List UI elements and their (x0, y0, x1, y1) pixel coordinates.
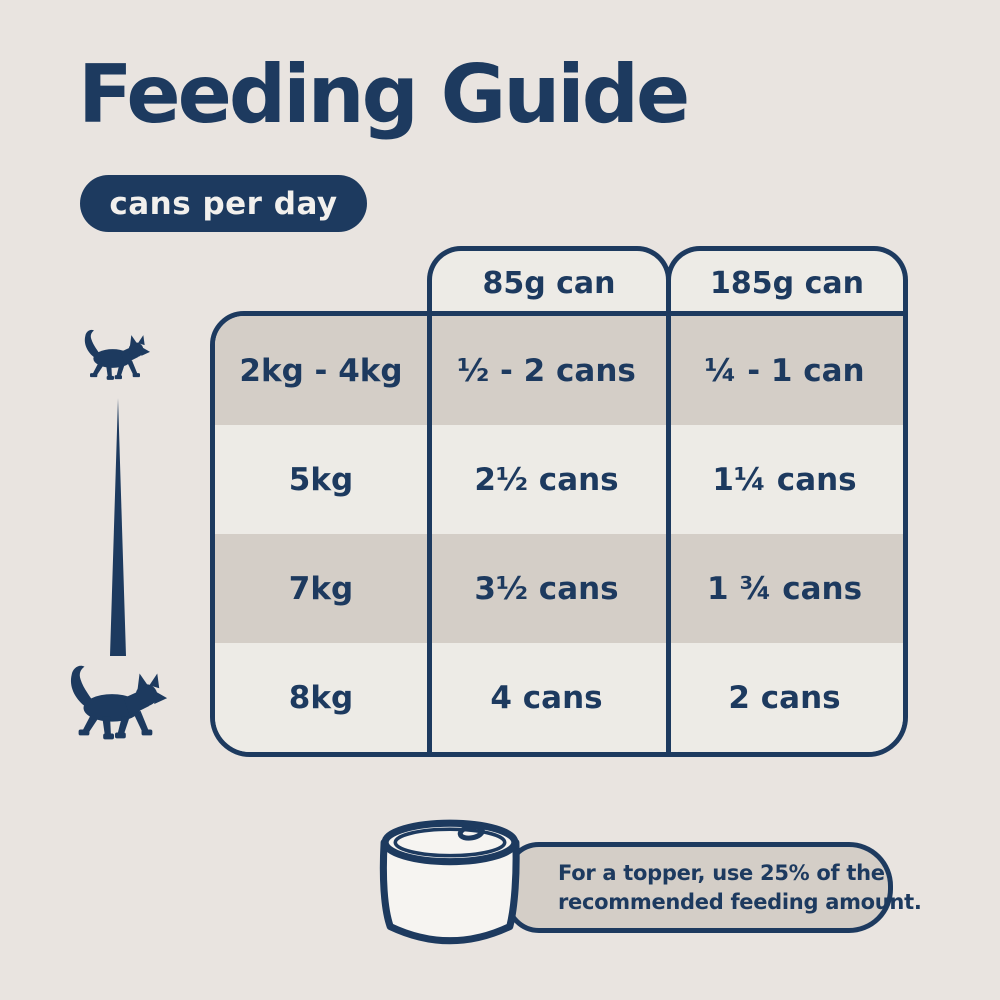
topper-note-line1: For a topper, use 25% of the (558, 860, 885, 885)
column-header-85g-can: 85g can (427, 246, 671, 316)
feeding-table: 2kg - 4kg ½ - 2 cans ¼ - 1 can 5kg 2½ ca… (210, 311, 908, 757)
column-divider (427, 316, 432, 752)
topper-note: For a topper, use 25% of the recommended… (505, 842, 922, 933)
table-row-5kg: 5kg 2½ cans 1¼ cans (215, 425, 903, 534)
table-row-7kg: 7kg 3½ cans 1 ¾ cans (215, 534, 903, 643)
table-row-2kg-4kg: 2kg - 4kg ½ - 2 cans ¼ - 1 can (215, 316, 903, 425)
185g-amount-cell: 1¼ cans (712, 461, 857, 498)
185g-amount-cell: 1 ¾ cans (706, 570, 863, 607)
weight-cell: 7kg (288, 570, 354, 607)
85g-amount-cell: 4 cans (490, 679, 603, 716)
size-scale-pointer-icon (110, 398, 126, 656)
small-cat-icon (84, 329, 150, 380)
food-can-icon (379, 819, 520, 945)
85g-amount-cell: 3½ cans (474, 570, 619, 607)
table-row-8kg: 8kg 4 cans 2 cans (215, 643, 903, 752)
weight-cell: 5kg (288, 461, 354, 498)
185g-amount-cell: ¼ - 1 can (704, 352, 865, 389)
column-divider (666, 316, 671, 752)
topper-note-line2: recommended feeding amount. (558, 889, 922, 914)
column-header-185g-label: 185g can (710, 266, 864, 301)
85g-amount-cell: ½ - 2 cans (457, 352, 636, 389)
cans-per-day-badge: cans per day (80, 175, 367, 232)
badge-label: cans per day (109, 185, 338, 222)
weight-cell: 8kg (288, 679, 354, 716)
column-header-85g-label: 85g can (482, 266, 616, 301)
weight-cell: 2kg - 4kg (239, 352, 403, 389)
185g-amount-cell: 2 cans (728, 679, 841, 716)
85g-amount-cell: 2½ cans (474, 461, 619, 498)
column-header-185g-can: 185g can (666, 246, 908, 316)
page-title: Feeding Guide (78, 48, 690, 141)
large-cat-icon (70, 665, 168, 740)
